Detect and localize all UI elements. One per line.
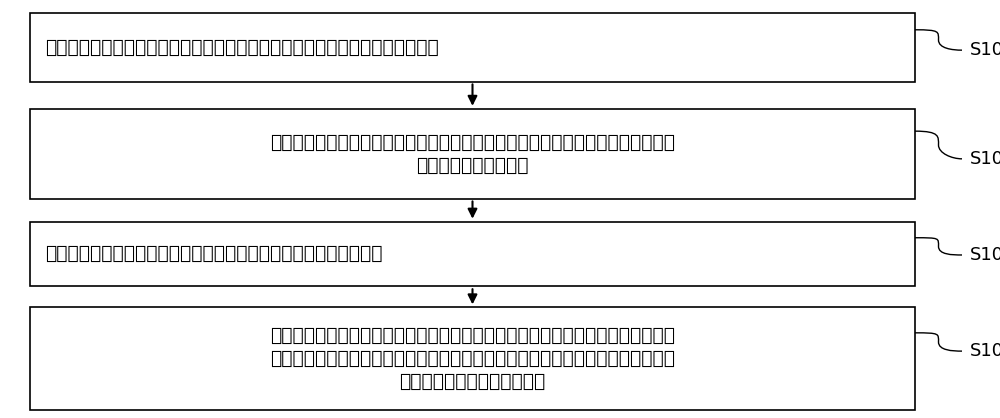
Text: 扫描得到微器件工作状态下拉曼特征峰峰位偏移在目标区域内的分布: 扫描得到微器件工作状态下拉曼特征峰峰位偏移在目标区域内的分布: [45, 245, 382, 263]
Text: 位置点温升和热应力对拉曼特征峰偏移的影响所占的比例计算微器件的目标区域内: 位置点温升和热应力对拉曼特征峰偏移的影响所占的比例计算微器件的目标区域内: [270, 349, 675, 368]
Bar: [30, 13, 915, 82]
Text: 每个位置点的温升和热应力值: 每个位置点的温升和热应力值: [399, 372, 546, 391]
Text: 根据微器件工作状态下拉曼特征峰峰位偏移在目标区域内的分布和目标区域内每个: 根据微器件工作状态下拉曼特征峰峰位偏移在目标区域内的分布和目标区域内每个: [270, 326, 675, 345]
Text: 偏移的影响所占的比例: 偏移的影响所占的比例: [416, 155, 529, 175]
Text: 获取非工作状态下微器件的目标区域内单个拉曼特征峰的表观温度偏移系数分布: 获取非工作状态下微器件的目标区域内单个拉曼特征峰的表观温度偏移系数分布: [45, 38, 439, 56]
Text: S103: S103: [970, 246, 1000, 264]
Bar: [30, 307, 915, 410]
Text: S101: S101: [970, 41, 1000, 59]
Text: 根据表观温度偏移系数分布计算目标区域内每个位置点温升和热应力对拉曼特征峰: 根据表观温度偏移系数分布计算目标区域内每个位置点温升和热应力对拉曼特征峰: [270, 133, 675, 152]
Bar: [30, 222, 915, 286]
Text: S102: S102: [970, 150, 1000, 168]
Text: S104: S104: [970, 342, 1000, 360]
Bar: [30, 109, 915, 199]
